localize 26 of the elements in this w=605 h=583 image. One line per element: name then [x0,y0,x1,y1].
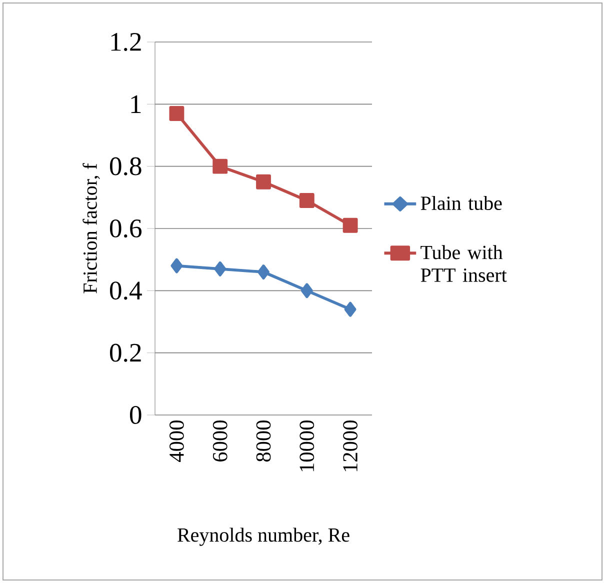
x-tick-label: 6000 [212,420,228,462]
point [212,158,228,174]
y-tick-label: 0 [130,406,142,424]
legend-label: Tube with PTT insert [420,245,507,282]
x-tick-label: 8000 [256,420,271,462]
y-tick-label: 1 [131,95,141,113]
point [258,264,270,280]
point [214,261,226,276]
y-tick-label: 1.2 [111,32,141,52]
point [256,174,271,190]
x-tick-label: 4000 [170,420,184,462]
point [300,283,313,298]
point [169,106,184,121]
legend-label: Plain tube [420,196,502,210]
x-tick-label: 10000 [300,420,314,472]
point [342,218,358,233]
point [299,193,314,208]
y-tick-label: 0.2 [110,344,141,362]
y-axis-title: Friction factor, f [82,163,100,294]
point [170,258,183,274]
x-tick-label: 12000 [343,420,358,472]
y-tick-label: 0.6 [110,219,142,238]
x-axis-title: Reynolds number, Re [178,528,350,546]
y-tick-label: 0.4 [110,282,142,300]
point [344,302,356,317]
y-tick-label: 0.8 [110,157,142,176]
